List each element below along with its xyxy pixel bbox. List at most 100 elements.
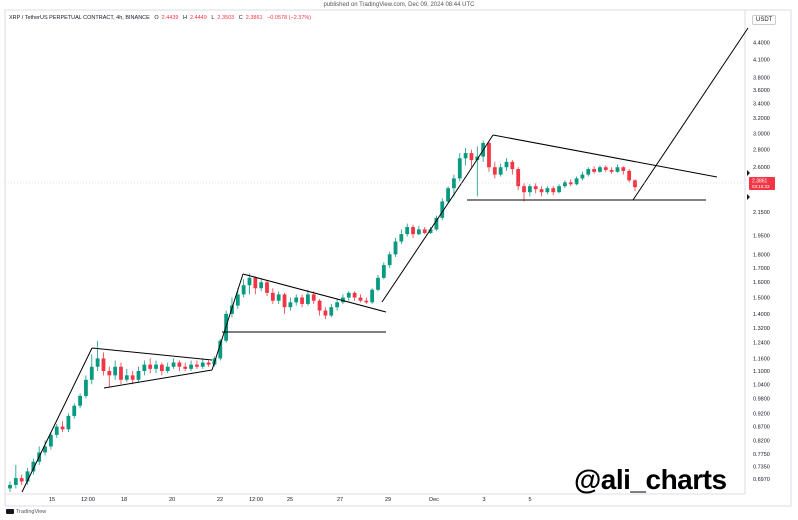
candle-body <box>288 302 293 308</box>
currency-button[interactable]: USDT <box>752 15 777 25</box>
y-tick-label: 0.8700 <box>753 425 770 431</box>
price-marker-icon <box>747 170 750 176</box>
candle-body <box>376 277 380 290</box>
candle-body <box>568 182 573 185</box>
candle-body <box>136 370 141 380</box>
x-tick-label: 25 <box>287 497 293 503</box>
candle-body <box>311 294 316 301</box>
candle-body <box>510 161 515 170</box>
candle-body <box>13 478 18 485</box>
candle-body <box>270 292 275 301</box>
y-tick-label: 2.6000 <box>753 165 770 171</box>
candle-body <box>492 167 497 175</box>
candle-body <box>387 254 392 266</box>
candle-body <box>317 300 322 311</box>
x-tick-label: 3 <box>482 497 485 503</box>
candle-body <box>358 297 363 301</box>
x-tick-label: 18 <box>121 497 127 503</box>
candle-body <box>148 364 153 369</box>
candle-body <box>60 426 65 430</box>
candle-body <box>469 153 474 161</box>
candle-body <box>8 484 12 489</box>
candle-body <box>206 362 211 365</box>
y-tick-label: 2.1500 <box>753 210 770 216</box>
pattern-line <box>91 347 213 361</box>
candle-body <box>405 227 410 235</box>
y-tick-label: 0.7750 <box>753 452 770 458</box>
candles <box>8 140 637 492</box>
candle-body <box>265 282 269 293</box>
candle-body <box>527 186 532 193</box>
candle-body <box>393 241 398 255</box>
candle-body <box>159 364 164 371</box>
candle-body <box>31 461 36 472</box>
y-tick-label: 1.3200 <box>753 326 770 332</box>
y-tick-label: 1.0400 <box>753 382 770 388</box>
candle-body <box>621 167 626 171</box>
price-tag-box <box>749 177 775 190</box>
candle-body <box>516 169 521 187</box>
candle-body <box>533 186 538 190</box>
candle-body <box>545 188 550 193</box>
candle-body <box>370 289 375 303</box>
candle-body <box>195 364 199 367</box>
candle-body <box>241 285 246 295</box>
close-value: 2.3861 <box>245 15 263 21</box>
candle-body <box>498 167 503 175</box>
candle-body <box>107 370 112 376</box>
price-marker-icon <box>747 194 750 200</box>
high-value: 2.4449 <box>189 15 207 21</box>
candle-body <box>335 302 340 308</box>
candle-body <box>154 364 158 369</box>
x-tick-label: 5 <box>528 497 531 503</box>
pattern-lines <box>21 27 749 493</box>
y-tick-label: 0.9200 <box>753 411 770 417</box>
candle-body <box>563 182 567 187</box>
close-label: C <box>238 15 243 21</box>
y-tick-label: 1.5000 <box>753 296 770 302</box>
candle-body <box>323 310 328 316</box>
x-tick-label: 27 <box>337 497 343 503</box>
candle-body <box>305 294 310 304</box>
x-tick-label: 15 <box>49 497 55 503</box>
y-tick-label: 1.1000 <box>753 369 770 375</box>
y-tick-label: 1.6000 <box>753 280 770 286</box>
price-tag-value: 2.3861 <box>752 179 768 185</box>
open-label: O <box>154 15 159 21</box>
x-tick-label: 12:00 <box>249 497 263 503</box>
candle-body <box>592 169 597 172</box>
x-tick-label: 22 <box>217 497 223 503</box>
y-tick-label: 3.0000 <box>753 131 770 137</box>
y-tick-label: 3.2000 <box>753 116 770 122</box>
candle-body <box>48 434 53 447</box>
candle-body <box>218 340 223 359</box>
tradingview-brand: TradingView <box>6 509 46 515</box>
candle-body <box>440 201 445 218</box>
candle-body <box>282 294 287 308</box>
candle-body <box>54 426 59 435</box>
y-tick-label: 1.2400 <box>753 341 770 347</box>
price-tag-timer: 03:15:33 <box>752 184 770 189</box>
candle-body <box>446 188 450 202</box>
candle-body <box>522 186 526 193</box>
y-tick-label: 3.4000 <box>753 102 770 108</box>
candle-body <box>487 143 491 168</box>
candle-body <box>101 358 106 371</box>
candle-body <box>329 307 334 316</box>
x-tick-label: 20 <box>169 497 175 503</box>
y-tick-label: 3.8000 <box>753 75 770 81</box>
y-tick-label: 1.9500 <box>753 233 770 239</box>
y-tick-label: 4.1000 <box>753 57 770 63</box>
candle-body <box>189 364 193 369</box>
y-tick-label: 1.7000 <box>753 266 770 272</box>
candle-body <box>183 366 188 369</box>
candle-body <box>364 300 369 303</box>
candle-body <box>551 188 556 193</box>
y-tick-label: 3.6000 <box>753 88 770 94</box>
candle-body <box>19 478 24 482</box>
x-tick-label: Dec <box>429 497 439 503</box>
candle-body <box>574 178 579 185</box>
candle-body <box>598 167 602 172</box>
pattern-line <box>21 347 93 493</box>
